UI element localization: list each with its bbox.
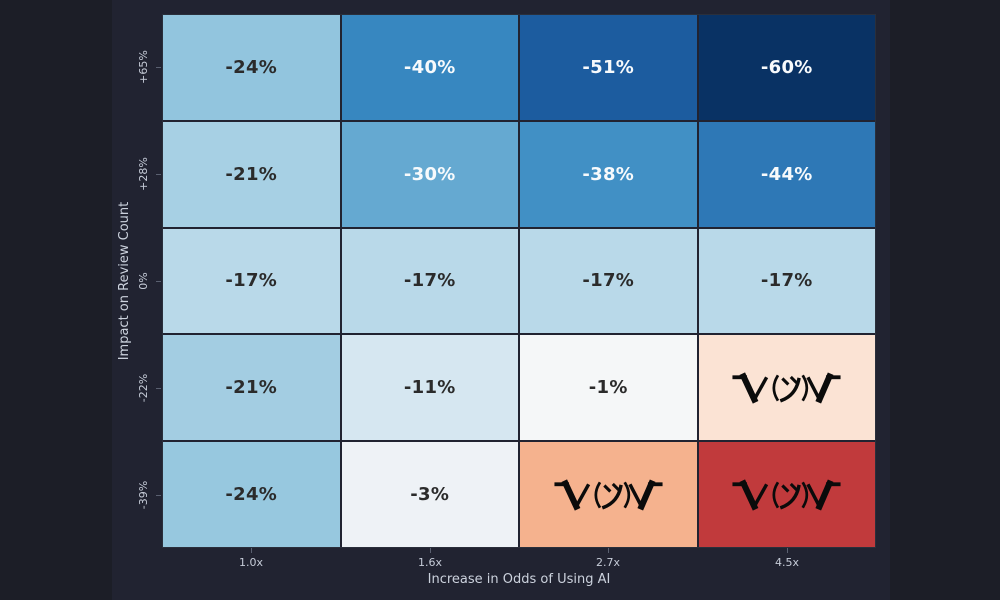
heatmap-cell: -17% [163,228,340,334]
heatmap-cell: -21% [163,335,340,441]
cell-value: -3% [410,484,450,506]
cell-value: -60% [760,56,813,78]
shrug-emoticon-icon [554,479,663,511]
heatmap-cell: -24% [163,15,340,120]
heatmap-cell [698,442,875,547]
y-tick-mark [156,174,161,175]
heatmap-cell: -17% [520,228,697,334]
cell-value: -21% [225,163,278,185]
heatmap-cell [520,442,697,547]
heatmap-grid: -24% -40% -51% -60% -21% -30% -38% -44% … [162,14,876,548]
heatmap-cell: -21% [163,121,340,227]
heatmap-cell: -3% [341,442,518,547]
heatmap-cell: -44% [698,121,875,227]
y-tick-label: -22% [137,373,150,403]
x-tick-mark [787,548,788,553]
cell-value: -21% [225,377,278,399]
cell-value: -30% [403,163,456,185]
x-tick-label: 1.6x [417,556,442,569]
cell-value: -40% [403,56,456,78]
x-axis-title: Increase in Odds of Using AI [427,572,611,587]
heatmap-cell: -11% [341,335,518,441]
x-tick-label: 1.0x [238,556,263,569]
heatmap-cell: -17% [341,228,518,334]
cell-value: -17% [403,270,456,292]
shrug-emoticon-icon [732,479,841,511]
y-tick-label: -39% [137,480,150,510]
heatmap-cell: -38% [520,121,697,227]
x-tick-label: 2.7x [595,556,620,569]
x-tick-mark [251,548,252,553]
x-tick-label: 4.5x [774,556,799,569]
y-tick-label: 0% [137,272,150,290]
heatmap-cell: -1% [520,335,697,441]
cell-value: -17% [582,270,635,292]
x-tick-mark [608,548,609,553]
cell-value: -44% [760,163,813,185]
y-tick-label: +65% [137,50,150,84]
y-tick-mark [156,67,161,68]
heatmap-cell: -40% [341,15,518,120]
cell-value: -24% [225,484,278,506]
y-tick-label: +28% [137,157,150,191]
cell-value: -17% [225,270,278,292]
heatmap-cell: -51% [520,15,697,120]
cell-value: -51% [582,56,635,78]
heatmap-cell: -17% [698,228,875,334]
heatmap-cell: -60% [698,15,875,120]
heatmap-cell: -30% [341,121,518,227]
y-axis-title: Impact on Review Count [117,201,132,361]
x-tick-mark [430,548,431,553]
heatmap-cell: -24% [163,442,340,547]
y-tick-mark [156,495,161,496]
cell-value: -38% [582,163,635,185]
y-tick-mark [156,281,161,282]
cell-value: -17% [760,270,813,292]
y-tick-mark [156,388,161,389]
cell-value: -24% [225,56,278,78]
cell-value: -11% [403,377,456,399]
shrug-emoticon-icon [732,372,841,404]
heatmap-cell [698,335,875,441]
cell-value: -1% [588,377,628,399]
